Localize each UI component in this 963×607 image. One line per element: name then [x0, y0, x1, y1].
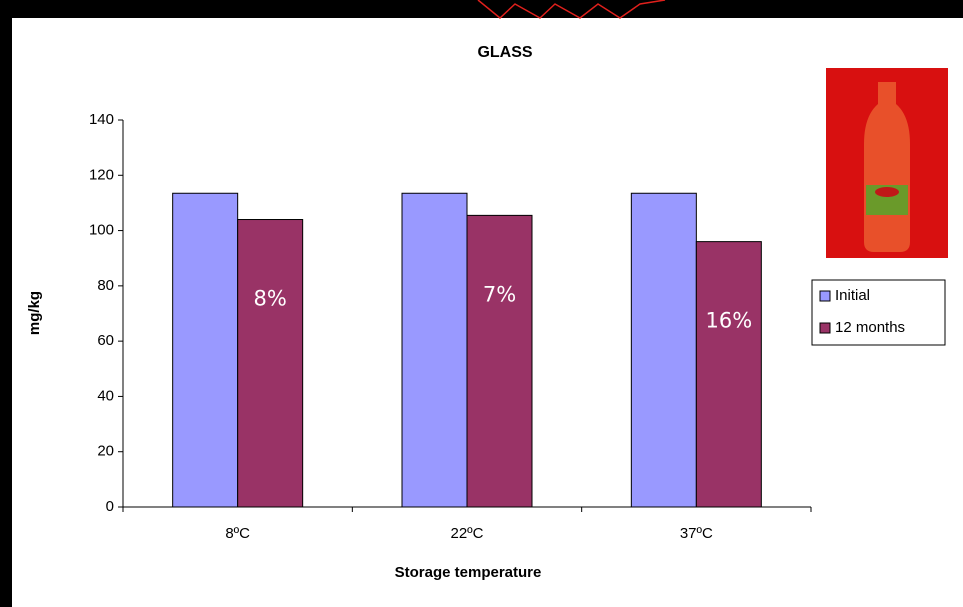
- x-tick-label: 37ºC: [680, 525, 713, 542]
- x-tick-label: 8ºC: [225, 525, 250, 542]
- product-photo: [826, 68, 948, 258]
- legend-swatch: [819, 322, 831, 334]
- y-tick-label: 140: [89, 111, 114, 128]
- y-tick-label: 20: [97, 443, 114, 460]
- legend: [811, 279, 946, 346]
- chart-title: GLASS: [477, 44, 532, 61]
- legend-label: Initial: [835, 287, 870, 304]
- left-band: [0, 0, 12, 607]
- top-band: [0, 0, 963, 18]
- y-tick-label: 60: [97, 332, 114, 349]
- bar: [237, 219, 304, 508]
- decoration: [477, 0, 666, 19]
- legend-swatch: [819, 290, 831, 302]
- legend-label: 12 months: [835, 319, 905, 336]
- bar: [401, 192, 468, 508]
- annotation: 16%: [705, 309, 752, 333]
- x-axis-label: Storage temperature: [395, 564, 542, 581]
- y-tick-label: 120: [89, 166, 114, 183]
- annotation: 7%: [483, 282, 516, 306]
- y-tick-label: 80: [97, 277, 114, 294]
- bar: [172, 192, 239, 508]
- y-tick-label: 0: [106, 498, 114, 515]
- bar: [630, 192, 697, 508]
- x-tick-label: 22ºC: [451, 525, 484, 542]
- bar: [466, 214, 533, 508]
- bar: [695, 241, 762, 508]
- annotation: 8%: [254, 287, 287, 311]
- y-tick-label: 40: [97, 387, 114, 404]
- y-axis-label: mg/kg: [26, 291, 43, 335]
- y-tick-label: 100: [89, 222, 114, 239]
